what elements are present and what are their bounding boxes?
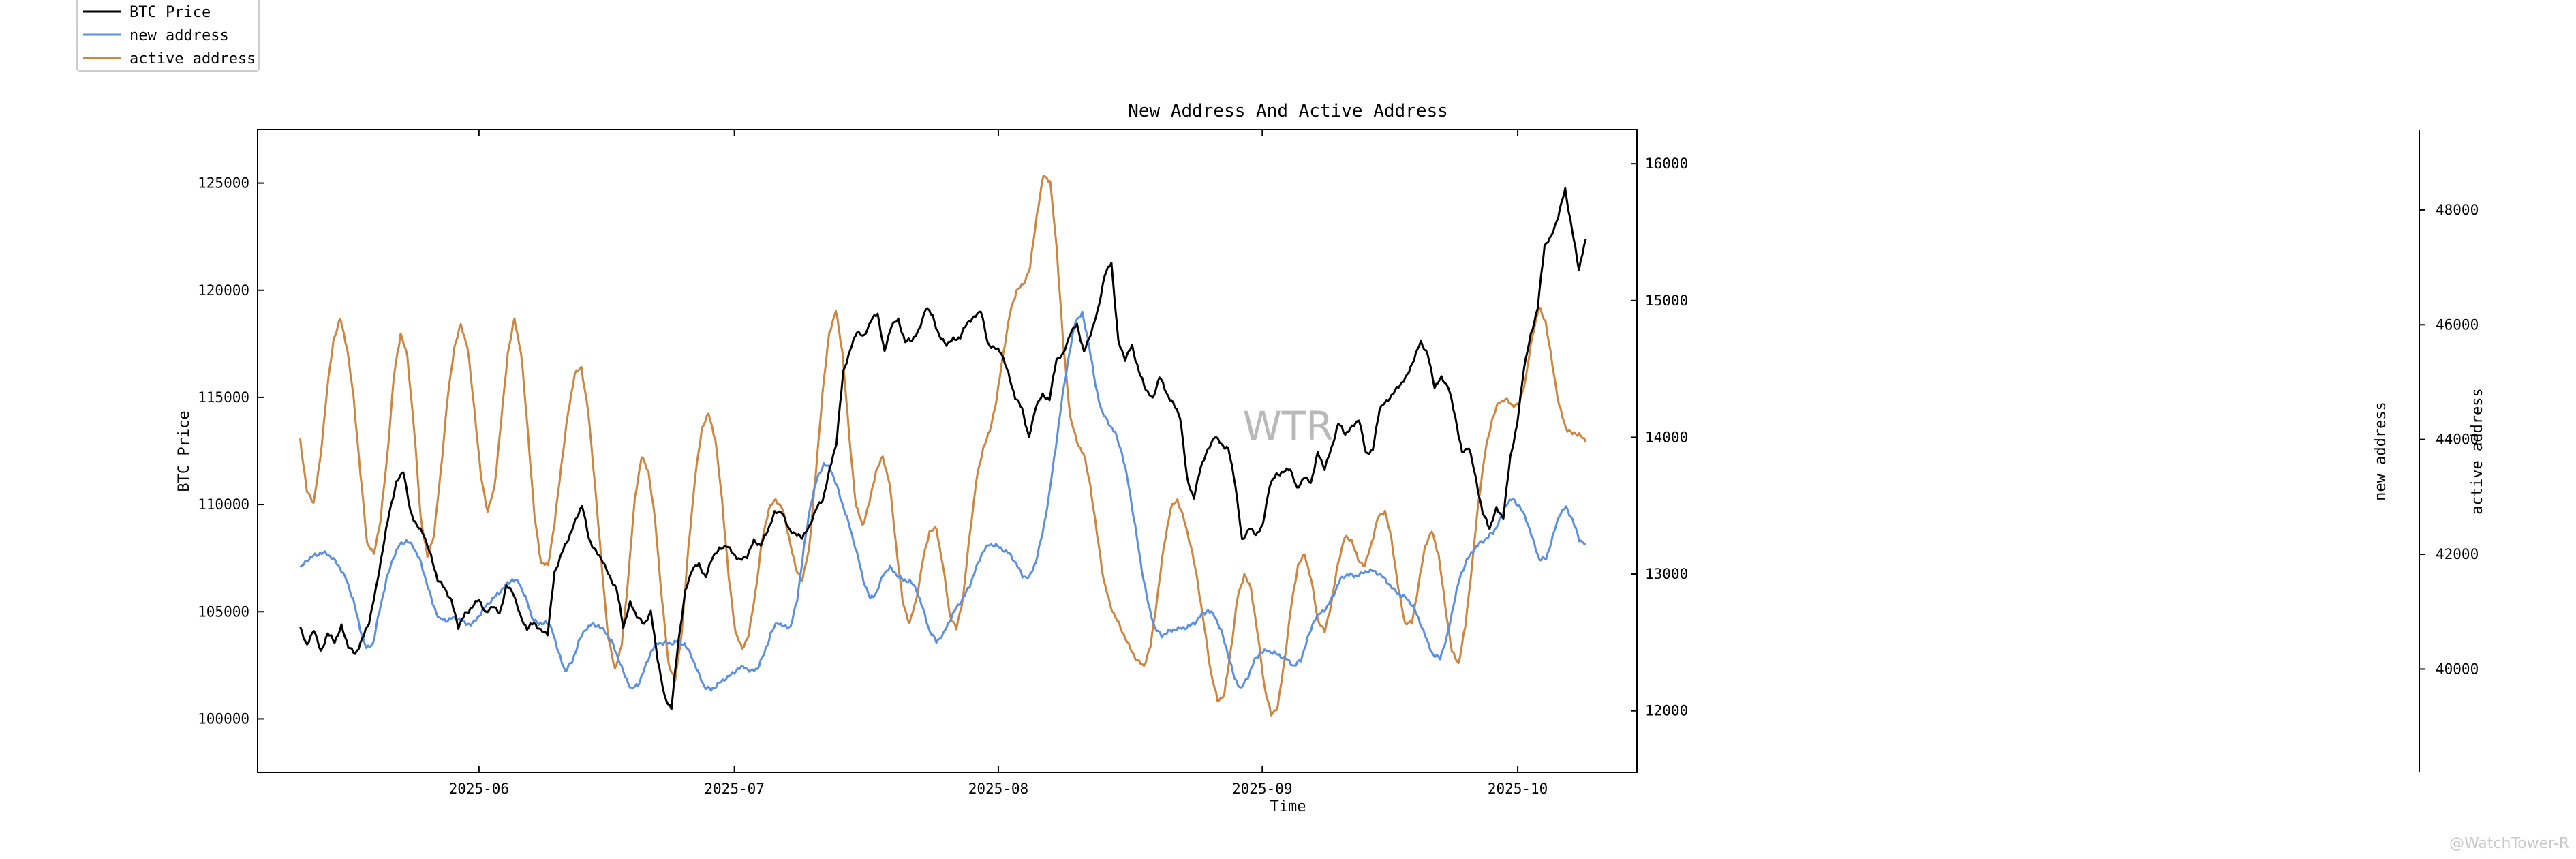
y-tick-label: 14000 — [1645, 429, 1688, 445]
credit-text: @WatchTower-R — [2449, 835, 2569, 852]
x-tick-label: 2025-08 — [968, 781, 1029, 797]
y-tick-label: 105000 — [198, 603, 249, 620]
left-y-axis-label: BTC Price — [176, 410, 193, 492]
y-tick-label: 100000 — [198, 710, 249, 727]
series-line-active-address — [299, 175, 1587, 717]
y-tick-label: 125000 — [198, 175, 249, 192]
x-tick-label: 2025-09 — [1232, 781, 1293, 797]
active-address-y-axis: 40000 42000 44000 46000 48000 — [2419, 130, 2479, 772]
y-tick-label: 40000 — [2436, 661, 2479, 677]
x-tick-label: 2025-06 — [449, 781, 510, 797]
y-tick-label: 48000 — [2436, 202, 2479, 218]
legend-label-btc-price: BTC Price — [129, 4, 211, 21]
series-lines — [299, 175, 1587, 717]
y-tick-label: 44000 — [2436, 432, 2479, 448]
new-address-y-axis-label: new address — [2372, 402, 2389, 501]
y-tick-label: 16000 — [1645, 155, 1688, 172]
left-y-axis: 100000 105000 110000 115000 120000 125000 — [198, 175, 264, 727]
series-line-new-address — [299, 310, 1586, 692]
legend-label-new-address: new address — [129, 27, 229, 44]
y-tick-label: 15000 — [1645, 292, 1688, 309]
legend: BTC Price new address active address — [76, 0, 260, 72]
legend-box — [76, 0, 260, 72]
y-tick-label: 110000 — [198, 496, 249, 513]
y-tick-label: 120000 — [198, 282, 249, 299]
x-axis-label: Time — [1270, 798, 1306, 815]
series-line-btc-price — [299, 187, 1587, 710]
watermark: WTR — [1242, 403, 1333, 449]
y-tick-label: 115000 — [198, 389, 249, 406]
x-tick-label: 2025-07 — [704, 781, 765, 797]
new-address-y-axis: 12000 13000 14000 15000 16000 — [1631, 155, 1688, 719]
chart-title: New Address And Active Address — [1128, 101, 1448, 121]
legend-label-active-address: active address — [129, 50, 256, 67]
active-address-y-axis-label: active address — [2469, 388, 2486, 514]
x-tick-label: 2025-10 — [1488, 781, 1548, 797]
y-tick-label: 42000 — [2436, 546, 2479, 562]
watermark-text: WTR — [1242, 403, 1333, 449]
plot-frame — [257, 129, 1638, 773]
x-axis: 2025-06 2025-07 2025-08 2025-09 2025-10 — [449, 130, 1548, 797]
y-tick-label: 46000 — [2436, 316, 2479, 333]
y-tick-label: 12000 — [1645, 703, 1688, 719]
y-tick-label: 13000 — [1645, 566, 1688, 582]
